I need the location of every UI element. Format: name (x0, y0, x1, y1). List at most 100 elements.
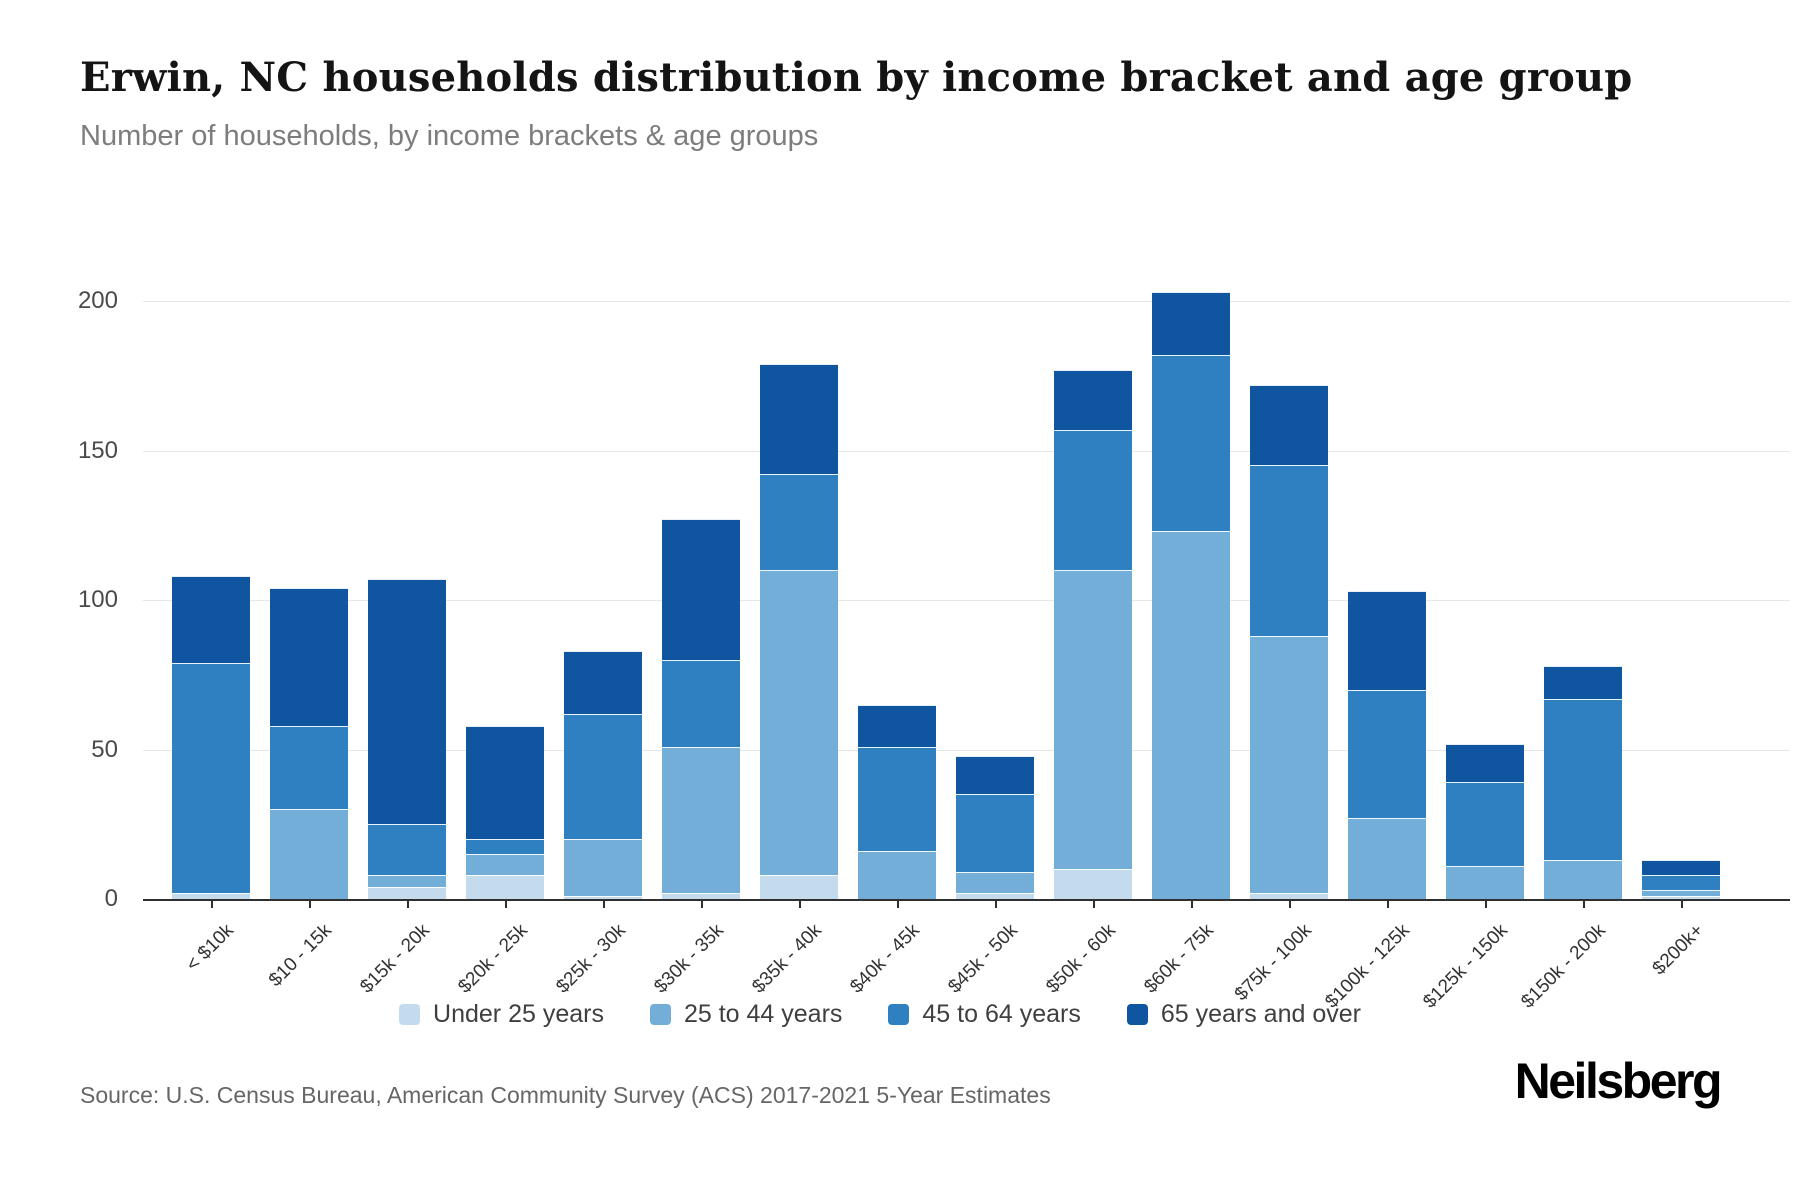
bar-segment[interactable] (858, 746, 936, 852)
bar-slot (1240, 260, 1338, 899)
bar-segment[interactable] (1544, 665, 1622, 699)
x-axis-tick-label: $30k - 35k (650, 920, 728, 998)
bar-slot (358, 260, 456, 899)
bar-segment[interactable] (760, 474, 838, 571)
stacked-bar (1152, 292, 1230, 899)
bar-segment[interactable] (368, 875, 446, 888)
bar-segment[interactable] (1642, 890, 1720, 897)
x-tick-mark (505, 899, 507, 908)
bar-segment[interactable] (1544, 698, 1622, 861)
x-axis-tick-label: < $10k (182, 920, 238, 976)
bar-segment[interactable] (564, 839, 642, 897)
bar-segment[interactable] (1054, 869, 1132, 899)
bar-segment[interactable] (1544, 860, 1622, 899)
bar-slot (1044, 260, 1142, 899)
x-tick-mark (1387, 899, 1389, 908)
bar-segment[interactable] (564, 713, 642, 840)
bar-segment[interactable] (1054, 369, 1132, 430)
bar-slot (162, 260, 260, 899)
bar-slot (946, 260, 1044, 899)
bar-segment[interactable] (858, 851, 936, 899)
bar-segment[interactable] (1250, 893, 1328, 899)
stacked-bar (956, 755, 1034, 899)
bar-segment[interactable] (368, 579, 446, 825)
bar-segment[interactable] (1446, 866, 1524, 899)
bar-segment[interactable] (466, 725, 544, 840)
bar-segment[interactable] (956, 755, 1034, 795)
bar-segment[interactable] (270, 725, 348, 810)
x-tick-mark (1093, 899, 1095, 908)
legend-item[interactable]: 65 years and over (1126, 1000, 1361, 1029)
bar-segment[interactable] (368, 824, 446, 876)
bar-segment[interactable] (1054, 429, 1132, 571)
bar-segment[interactable] (1152, 292, 1230, 355)
x-axis-tick-label: $20k - 25k (454, 920, 532, 998)
x-tick-mark (1289, 899, 1291, 908)
chart-legend: Under 25 years 25 to 44 years 45 to 64 yea… (0, 1000, 1760, 1029)
bar-segment[interactable] (1250, 465, 1328, 636)
legend-item[interactable]: 45 to 64 years (888, 1000, 1081, 1029)
stacked-bar (760, 363, 838, 899)
bar-segment[interactable] (1642, 860, 1720, 876)
bar-segment[interactable] (662, 519, 740, 660)
bar-segment[interactable] (1642, 875, 1720, 891)
bar-segment[interactable] (564, 650, 642, 714)
bar-segment[interactable] (1348, 591, 1426, 690)
x-axis-tick-label: $25k - 30k (552, 920, 630, 998)
bar-segment[interactable] (172, 893, 250, 899)
y-axis-tick-label: 50 (91, 735, 118, 763)
bar-segment[interactable] (1152, 531, 1230, 899)
bar-segment[interactable] (466, 854, 544, 876)
legend-item[interactable]: Under 25 years (399, 1000, 604, 1029)
bar-segment[interactable] (1348, 818, 1426, 899)
y-axis-tick-label: 0 (104, 885, 118, 912)
source-note: Source: U.S. Census Bureau, American Com… (80, 1082, 1051, 1108)
bar-segment[interactable] (466, 875, 544, 899)
bar-segment[interactable] (270, 809, 348, 899)
gridline-y150 (143, 450, 1790, 452)
legend-label: 25 to 44 years (683, 1000, 843, 1028)
bar-segment[interactable] (1642, 896, 1720, 899)
x-axis-tick-label: $50k - 60k (1042, 920, 1120, 998)
bar-segment[interactable] (172, 576, 250, 663)
legend-item[interactable]: 25 to 44 years (649, 1000, 843, 1029)
bar-segment[interactable] (1348, 689, 1426, 819)
bar-segment[interactable] (760, 570, 838, 876)
bar-segment[interactable] (368, 887, 446, 899)
bar-segment[interactable] (956, 872, 1034, 894)
bar-segment[interactable] (1446, 743, 1524, 783)
stacked-bar (564, 650, 642, 899)
bar-segment[interactable] (1250, 384, 1328, 466)
legend-swatch-icon (399, 1004, 421, 1025)
bar-segment[interactable] (956, 794, 1034, 873)
bar-segment[interactable] (1054, 570, 1132, 870)
bar-segment[interactable] (760, 875, 838, 899)
x-axis-tick-label: $75k - 100k (1230, 920, 1316, 1006)
bar-segment[interactable] (466, 839, 544, 855)
stacked-bar (1054, 369, 1132, 899)
bar-segment[interactable] (172, 662, 250, 894)
bar-slot (1534, 260, 1632, 899)
bar-segment[interactable] (662, 659, 740, 747)
bar-segment[interactable] (662, 893, 740, 899)
bar-segment[interactable] (564, 896, 642, 899)
x-tick-mark (1485, 899, 1487, 908)
x-tick-mark (1583, 899, 1585, 908)
legend-swatch-icon (649, 1004, 671, 1025)
stacked-bar (368, 579, 446, 899)
stacked-bar (1250, 384, 1328, 899)
stacked-bar (1544, 665, 1622, 899)
neilsberg-logo[interactable]: Neilsberg (1514, 1053, 1723, 1109)
bar-segment[interactable] (858, 704, 936, 747)
bar-segment[interactable] (956, 893, 1034, 899)
bar-segment[interactable] (662, 746, 740, 894)
bar-segment[interactable] (1250, 635, 1328, 894)
legend-swatch-icon (888, 1004, 910, 1025)
x-axis-tick-label: $40k - 45k (846, 920, 924, 998)
bar-slot (456, 260, 554, 899)
bar-segment[interactable] (1446, 782, 1524, 867)
bar-segment[interactable] (270, 588, 348, 726)
bar-segment[interactable] (760, 363, 838, 475)
bar-segment[interactable] (1152, 354, 1230, 532)
